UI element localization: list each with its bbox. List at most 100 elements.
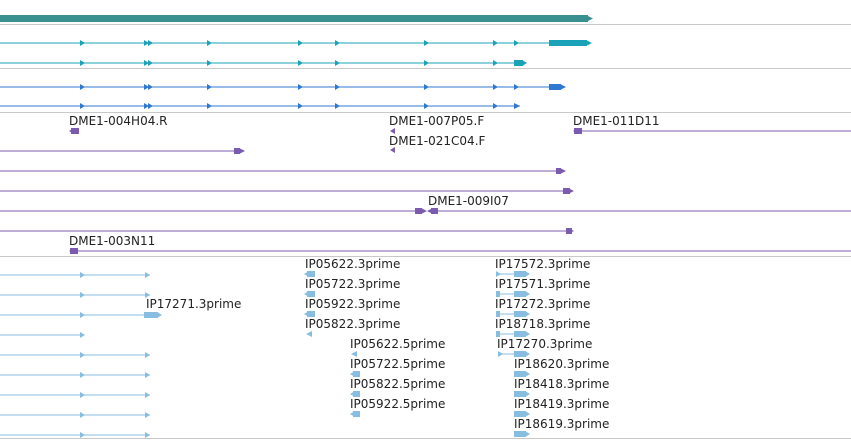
forward-arrow-icon [145, 372, 150, 378]
est-feature[interactable]: DME1-011D11 [573, 114, 851, 134]
mrna-track[interactable]: IP17271.3prime [0, 257, 609, 438]
mrna-feature[interactable]: IP18418.3prime [514, 377, 609, 397]
mrna-feature[interactable] [0, 432, 150, 438]
forward-arrow-icon [586, 15, 593, 22]
forward-arrow-icon [80, 352, 85, 358]
mrna-block [514, 371, 526, 377]
forward-arrow-icon [157, 312, 162, 318]
mrna-block [514, 311, 526, 317]
mrna-label: IP17571.3prime [495, 277, 590, 291]
mrna-feature[interactable] [0, 392, 150, 398]
est-feature[interactable] [0, 148, 245, 154]
reverse-arrow-icon [350, 371, 355, 377]
transcript-feature[interactable] [0, 40, 592, 46]
forward-arrow-icon [493, 40, 498, 46]
mrna-feature[interactable]: IP18620.3prime [514, 357, 609, 377]
reverse-arrow-icon [573, 128, 578, 134]
transcript-feature[interactable] [0, 84, 566, 90]
forward-arrow-icon [207, 40, 212, 46]
mrna-feature[interactable] [0, 272, 150, 278]
mrna-block [514, 291, 526, 297]
mrna-label: IP18718.3prime [495, 317, 590, 331]
mrna-feature[interactable]: IP05722.3prime [304, 277, 400, 297]
mrna-feature[interactable]: IP17572.3prime [495, 257, 590, 277]
forward-arrow-icon [145, 352, 150, 358]
mrna-block [144, 312, 158, 318]
mrna-feature[interactable]: IP05922.3prime [304, 297, 400, 317]
forward-arrow-icon [80, 60, 85, 66]
transcript-feature[interactable] [0, 60, 527, 66]
mrna-feature[interactable]: IP05622.5prime [350, 337, 445, 357]
est-label: DME1-011D11 [573, 114, 660, 128]
mrna-label: IP05622.3prime [305, 257, 400, 271]
forward-arrow-icon [424, 103, 429, 109]
mrna-feature[interactable]: IP05922.5prime [350, 397, 445, 417]
forward-arrow-icon [80, 292, 85, 298]
forward-arrow-icon [421, 208, 427, 214]
mrna-block [307, 311, 315, 317]
transcript-track-teal[interactable] [0, 40, 592, 66]
forward-arrow-icon [144, 103, 149, 109]
forward-arrow-icon [586, 40, 592, 46]
mrna-feature[interactable] [0, 372, 150, 378]
mrna-block [514, 331, 526, 337]
mrna-feature[interactable]: IP17571.3prime [495, 277, 590, 297]
gene-model-bar[interactable] [0, 15, 588, 22]
forward-arrow-icon [148, 60, 153, 66]
est-feature[interactable]: DME1-021C04.F [389, 134, 486, 153]
mrna-feature[interactable]: IP05822.3prime [305, 317, 400, 337]
track-dividers [0, 24, 851, 439]
est-block [563, 188, 570, 194]
forward-arrow-icon [335, 60, 340, 66]
est-feature[interactable]: DME1-009I07 [0, 194, 851, 214]
mrna-block [307, 271, 315, 277]
est-feature[interactable]: DME1-004H04.R [69, 114, 168, 134]
reverse-arrow-icon [390, 147, 395, 153]
transcript-feature[interactable] [0, 103, 520, 109]
mrna-feature[interactable]: IP17272.3prime [495, 297, 590, 317]
forward-arrow-icon [80, 103, 85, 109]
forward-arrow-icon [298, 60, 303, 66]
mrna-feature[interactable]: IP05822.5prime [350, 377, 445, 397]
mrna-feature[interactable]: IP05722.5prime [350, 357, 445, 377]
forward-arrow-icon [525, 311, 530, 317]
mrna-feature[interactable] [0, 292, 150, 298]
mrna-feature[interactable]: IP18718.3prime [495, 317, 590, 337]
forward-arrow-icon [207, 60, 212, 66]
est-label: DME1-021C04.F [389, 134, 486, 148]
est-label: DME1-007P05.F [389, 114, 484, 128]
forward-arrow-icon [80, 40, 85, 46]
mrna-feature[interactable] [0, 412, 150, 418]
mrna-feature[interactable]: IP18419.3prime [514, 397, 609, 417]
est-feature[interactable] [0, 168, 566, 174]
reverse-arrow-icon [69, 128, 74, 134]
mrna-feature[interactable]: IP17270.3prime [497, 337, 592, 357]
mrna-label: IP18620.3prime [514, 357, 609, 371]
est-feature[interactable] [0, 188, 574, 194]
mrna-feature[interactable]: IP18619.3prime [514, 417, 609, 437]
est-feature[interactable]: DME1-003N11 [69, 234, 851, 254]
mrna-feature[interactable]: IP17271.3prime [0, 297, 241, 318]
transcript-track-blue[interactable] [0, 84, 566, 109]
est-track[interactable]: DME1-004H04.R DME1-007P05.F DME1-021C04.… [0, 114, 851, 254]
gene-summary-track[interactable] [0, 15, 593, 22]
mrna-label: IP05922.3prime [305, 297, 400, 311]
mrna-block [307, 291, 315, 297]
reverse-arrow-icon [304, 311, 309, 317]
reverse-arrow-icon [350, 411, 355, 417]
mrna-feature[interactable] [0, 332, 85, 338]
forward-arrow-icon [335, 103, 340, 109]
reverse-arrow-icon [390, 128, 395, 134]
forward-arrow-icon [80, 432, 85, 438]
forward-arrow-icon [525, 271, 530, 277]
forward-arrow-icon [145, 292, 150, 298]
mrna-feature[interactable] [0, 352, 150, 358]
forward-arrow-icon [560, 168, 566, 174]
forward-arrow-icon [145, 432, 150, 438]
est-feature[interactable] [0, 228, 574, 234]
est-feature[interactable]: DME1-007P05.F [389, 114, 484, 134]
mrna-feature[interactable]: IP05622.3prime [304, 257, 400, 277]
forward-arrow-icon [207, 103, 212, 109]
reverse-arrow-icon [427, 208, 433, 214]
